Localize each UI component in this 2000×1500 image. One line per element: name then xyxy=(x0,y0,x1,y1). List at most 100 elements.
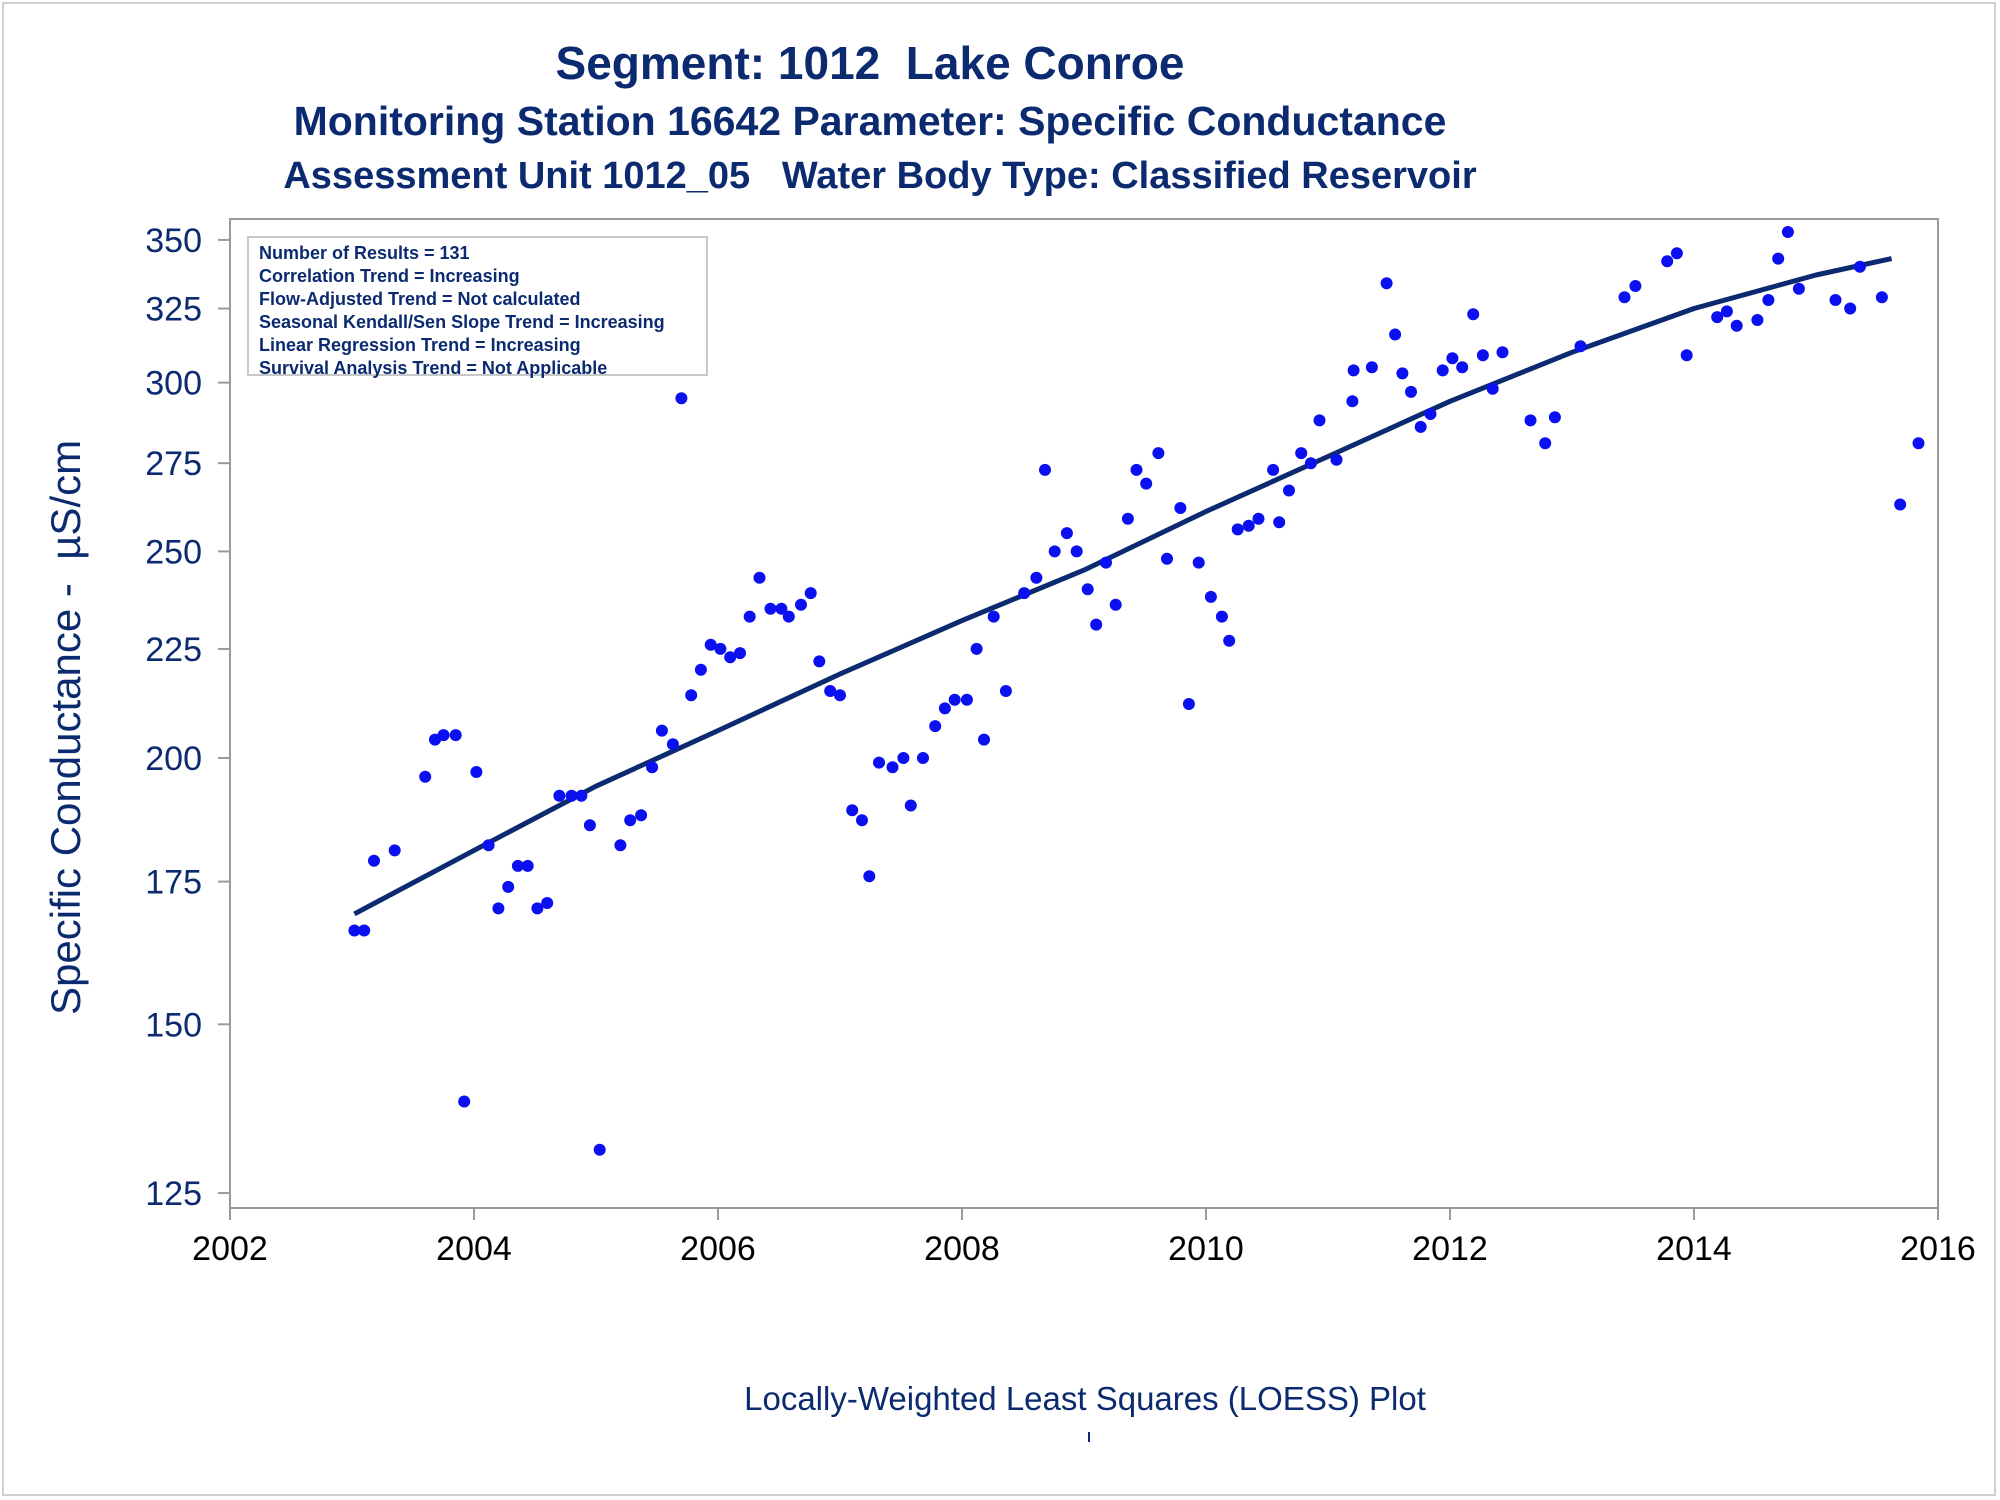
data-point xyxy=(685,689,698,702)
data-point xyxy=(1467,308,1480,321)
data-point xyxy=(1242,519,1255,532)
data-point xyxy=(1039,463,1051,476)
y-tick-label: 175 xyxy=(145,864,202,902)
data-point xyxy=(904,799,917,812)
data-point xyxy=(502,880,515,893)
data-point xyxy=(999,685,1012,697)
data-point xyxy=(1018,587,1031,600)
data-point xyxy=(1380,277,1393,290)
data-point xyxy=(1574,340,1587,353)
y-axis-label: Specific Conductance - µS/cm xyxy=(42,439,89,1015)
data-point xyxy=(1912,437,1925,450)
data-point xyxy=(1223,634,1236,647)
data-point xyxy=(704,638,717,651)
data-point xyxy=(1618,291,1631,304)
data-point xyxy=(714,642,727,655)
data-point xyxy=(1273,516,1286,529)
data-point xyxy=(694,663,707,676)
data-point xyxy=(593,1143,606,1156)
data-point xyxy=(635,809,648,822)
x-tick-label: 2008 xyxy=(924,1230,1000,1268)
x-tick-label: 2002 xyxy=(192,1230,268,1268)
data-point xyxy=(388,844,401,857)
y-tick-label: 225 xyxy=(145,631,202,669)
y-tick-label: 125 xyxy=(145,1175,202,1213)
data-point xyxy=(1070,545,1083,558)
data-point xyxy=(553,789,566,802)
data-point xyxy=(368,854,380,867)
data-point xyxy=(1670,247,1683,260)
data-point xyxy=(575,789,588,802)
loess-trend-line xyxy=(353,256,1893,917)
stat-number-of-results: Number of Results = 131 xyxy=(259,243,470,263)
data-point xyxy=(764,602,777,615)
y-tick-label: 300 xyxy=(145,365,202,403)
data-point xyxy=(834,689,846,702)
data-point xyxy=(1060,527,1073,540)
y-tick-label: 350 xyxy=(145,222,202,260)
data-point xyxy=(531,902,544,915)
data-point xyxy=(1894,498,1907,511)
data-point xyxy=(917,752,929,764)
data-point xyxy=(1267,463,1280,476)
data-point xyxy=(1844,302,1857,315)
data-point xyxy=(1436,364,1449,377)
data-point xyxy=(1215,610,1228,623)
data-point xyxy=(1090,618,1103,631)
data-point xyxy=(1772,252,1785,265)
data-point xyxy=(583,819,596,832)
data-point xyxy=(1629,280,1642,292)
data-point xyxy=(358,924,371,937)
data-point xyxy=(873,756,885,769)
data-point xyxy=(541,897,554,909)
data-point xyxy=(1030,571,1043,584)
plot-area-border xyxy=(229,218,1939,1209)
data-point xyxy=(782,610,795,623)
data-point xyxy=(482,839,495,852)
data-point xyxy=(1661,255,1674,268)
data-point xyxy=(1548,411,1561,424)
y-tick-label: 325 xyxy=(145,291,202,329)
data-point xyxy=(724,651,737,664)
data-point xyxy=(1829,294,1842,306)
data-point xyxy=(948,693,961,706)
data-point xyxy=(1182,698,1195,710)
data-point xyxy=(856,814,868,827)
data-point xyxy=(795,598,807,611)
data-point xyxy=(1347,364,1360,377)
data-point xyxy=(846,804,859,817)
data-point xyxy=(1711,311,1724,324)
data-point xyxy=(1751,314,1764,326)
data-point xyxy=(565,789,578,802)
data-point xyxy=(1424,408,1437,420)
data-point xyxy=(863,870,876,883)
data-point xyxy=(675,392,688,405)
data-point xyxy=(886,761,899,774)
data-point xyxy=(1283,484,1295,497)
x-tick-label: 2014 xyxy=(1656,1230,1732,1268)
data-point xyxy=(1720,305,1733,318)
data-point xyxy=(1476,349,1489,362)
y-tick-label: 275 xyxy=(145,445,202,483)
data-point xyxy=(1762,294,1775,306)
data-point xyxy=(1781,226,1794,238)
data-point xyxy=(1730,319,1743,332)
data-point xyxy=(813,655,826,668)
data-point xyxy=(419,770,432,783)
data-point xyxy=(929,720,942,733)
data-point xyxy=(1192,556,1205,569)
data-point xyxy=(1174,502,1187,514)
data-point xyxy=(775,602,788,615)
y-tick-label: 200 xyxy=(145,740,202,778)
data-point xyxy=(753,571,766,584)
stat-correlation-trend: Correlation Trend = Increasing xyxy=(259,266,520,286)
data-point xyxy=(1346,395,1359,408)
data-point xyxy=(655,724,668,737)
data-point xyxy=(1152,447,1165,460)
data-point xyxy=(624,814,637,827)
x-tick-label: 2016 xyxy=(1900,1230,1976,1268)
data-point xyxy=(1414,420,1427,433)
data-point xyxy=(1140,477,1153,490)
data-point xyxy=(1048,545,1061,558)
data-point xyxy=(978,733,990,746)
